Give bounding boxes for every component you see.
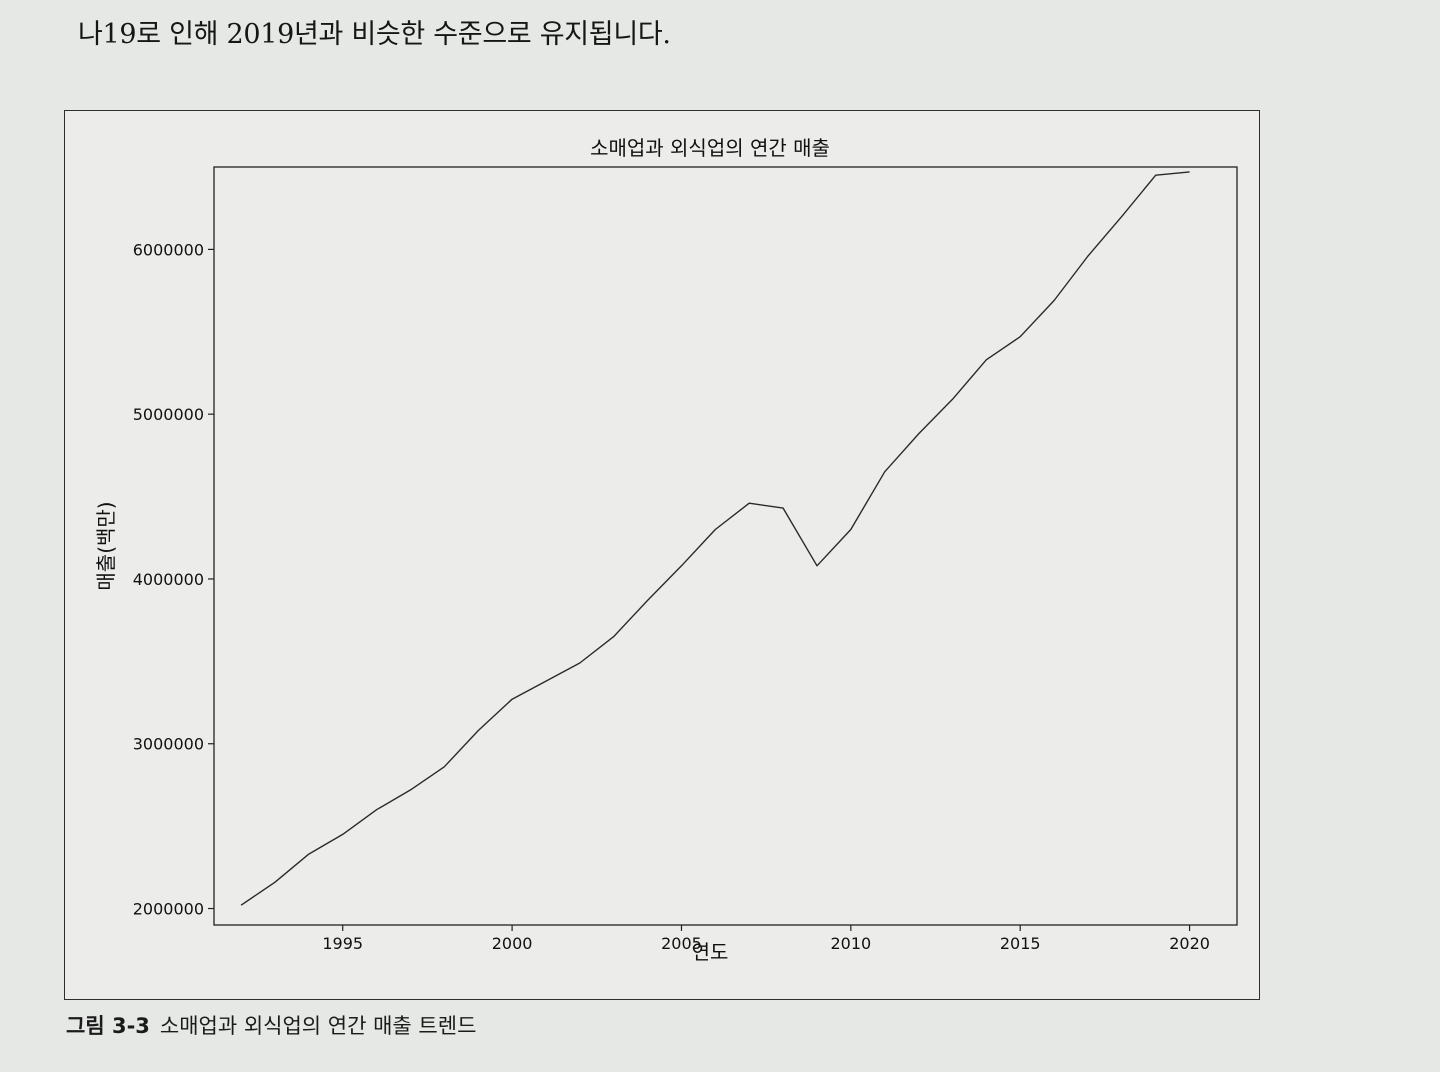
x-axis-label: 연도 bbox=[692, 940, 729, 964]
x-tick-label: 2000 bbox=[492, 934, 533, 953]
y-tick-label: 5000000 bbox=[133, 405, 204, 424]
figure-frame: 소매업과 외식업의 연간 매출 연도 매출(백만) 1995 2000 2005 20… bbox=[64, 110, 1260, 1000]
y-tick-label: 2000000 bbox=[133, 900, 204, 919]
y-tick-label: 6000000 bbox=[133, 240, 204, 259]
y-axis-ticks: 2000000 3000000 4000000 5000000 6000000 bbox=[133, 240, 214, 919]
plot-area-frame bbox=[213, 166, 1238, 926]
caption-figure-number: 그림 3-3 bbox=[66, 1014, 150, 1038]
line-chart: 소매업과 외식업의 연간 매출 연도 매출(백만) 1995 2000 2005 20… bbox=[94, 136, 1238, 964]
series-line bbox=[240, 171, 1190, 906]
chart-title: 소매업과 외식업의 연간 매출 bbox=[590, 136, 830, 160]
figure-caption: 그림 3-3 소매업과 외식업의 연간 매출 트렌드 bbox=[66, 1010, 476, 1040]
x-tick-label: 2005 bbox=[661, 934, 702, 953]
y-tick-label: 3000000 bbox=[133, 735, 204, 754]
x-tick-label: 1995 bbox=[322, 934, 363, 953]
y-tick-label: 4000000 bbox=[133, 570, 204, 589]
x-axis-ticks: 1995 2000 2005 2010 2015 2020 bbox=[322, 925, 1210, 953]
x-tick-label: 2015 bbox=[1000, 934, 1041, 953]
y-axis-label: 매출(백만) bbox=[94, 501, 118, 590]
x-tick-label: 2020 bbox=[1169, 934, 1210, 953]
page-body-text: 나19로 인해 2019년과 비슷한 수준으로 유지됩니다. bbox=[78, 19, 671, 50]
caption-text: 소매업과 외식업의 연간 매출 트렌드 bbox=[159, 1014, 477, 1038]
x-tick-label: 2010 bbox=[830, 934, 871, 953]
series-layer bbox=[240, 171, 1190, 906]
